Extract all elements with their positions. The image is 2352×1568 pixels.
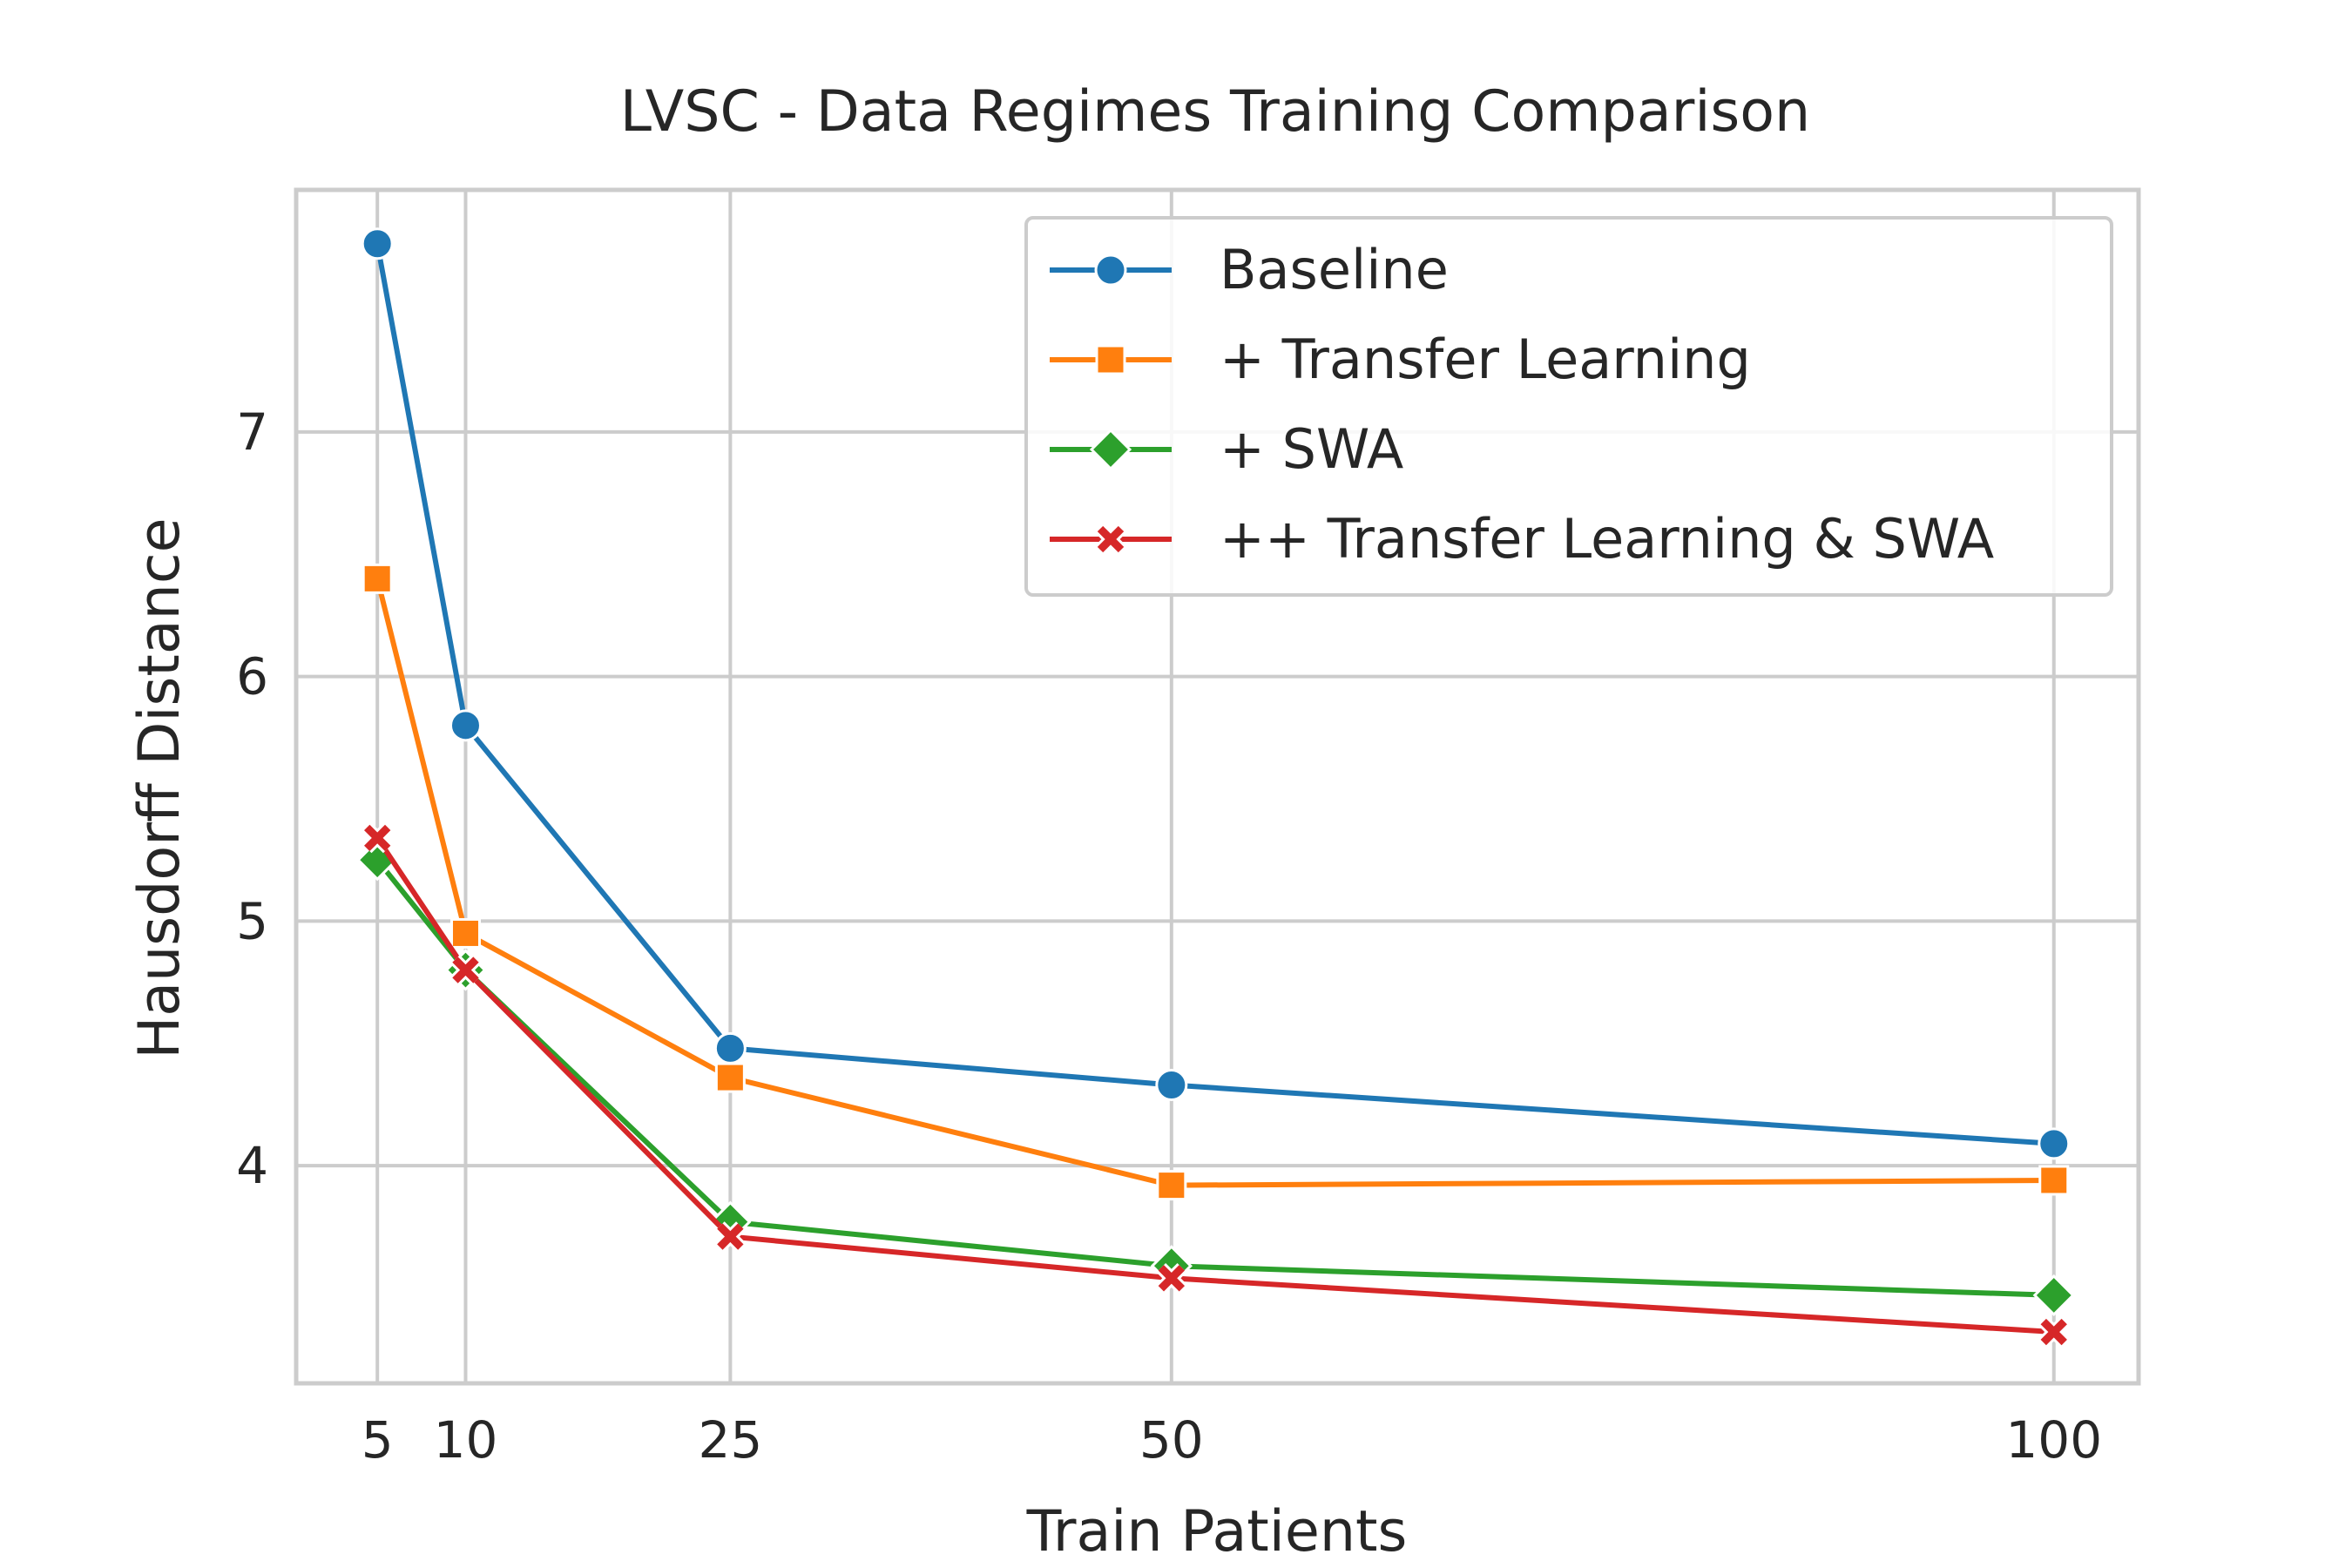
y-tick-label: 6 [236,647,268,706]
series-line [375,578,2054,1188]
data-point [1156,1170,1187,1201]
legend-label: ++ Transfer Learning & SWA [1220,507,1994,571]
chart-title: LVSC - Data Regimes Training Comparison [620,79,1811,145]
x-tick-label: 5 [362,1410,394,1470]
data-point [714,1062,746,1093]
x-axis-label: Train Patients [1026,1499,1408,1565]
y-tick-label: 4 [236,1136,268,1195]
x-tick-label: 25 [698,1410,762,1470]
series-transfer-learning-swa [362,822,2070,1348]
x-tick-label: 100 [2005,1410,2102,1470]
legend-item: ++ Transfer Learning & SWA [1050,507,1994,571]
data-point [713,1031,747,1064]
data-point [1156,1262,1187,1294]
legend-label: + SWA [1220,417,1403,481]
data-point [1155,1069,1188,1101]
data-point [362,563,393,594]
y-tick-label: 7 [236,402,268,462]
data-point [2038,1127,2071,1160]
legend-item: Baseline [1050,238,1449,301]
data-point [715,1221,746,1252]
data-point [449,917,481,949]
series-baseline [361,227,2071,1160]
plot-frame [294,187,2141,1386]
y-tick-label: 5 [236,891,268,950]
legend: Baseline + Transfer Learning + SWA ++ Trans… [1024,216,2113,597]
legend-label: Baseline [1220,238,1449,301]
legend-item: + Transfer Learning [1050,328,1751,391]
legend-marker [1095,524,1126,555]
x-tick-label: 10 [434,1410,498,1470]
legend-marker [1089,428,1132,471]
legend-marker [1095,344,1126,375]
tick-layer: 5 10 25 50 100 4 5 6 7 [236,402,2102,1470]
data-point [449,709,482,742]
data-point [2038,1165,2070,1196]
series-line [375,836,2054,1335]
legend-label: + Transfer Learning [1220,328,1751,391]
legend-item: + SWA [1050,417,1403,481]
data-point [450,955,481,985]
x-tick-label: 50 [1139,1410,1204,1470]
series-layer [356,227,2075,1348]
data-point [2032,1274,2075,1317]
y-axis-label: Hausdorff Distance [127,517,193,1058]
data-point [362,822,393,854]
data-point [361,227,394,260]
data-point [2038,1316,2070,1348]
series-transfer-learning [362,563,2070,1201]
legend-marker [1094,253,1127,287]
legend-box [1024,216,2113,597]
